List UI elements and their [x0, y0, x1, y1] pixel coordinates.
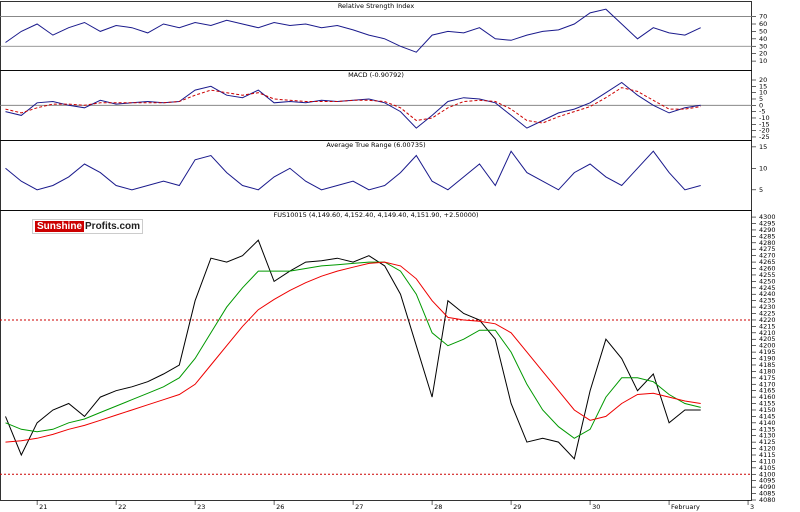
y-tick-label: -20 [759, 127, 770, 135]
y-tick-label: 4230 [759, 303, 776, 311]
x-tick-label: 29 [513, 503, 521, 511]
y-tick-label: 5 [759, 186, 763, 194]
y-tick-label: 5 [759, 95, 763, 103]
series-line [5, 81, 701, 129]
series-line [5, 8, 701, 53]
y-tick-label: 4200 [759, 342, 776, 350]
x-tick-label: 21 [39, 503, 47, 511]
panel-frame [0, 210, 752, 501]
x-tick-label: 30 [592, 503, 600, 511]
y-tick-label: 4250 [759, 277, 776, 285]
y-tick-label: 4280 [759, 239, 776, 247]
y-tick-label: 4260 [759, 265, 776, 273]
y-tick-label: 4210 [759, 329, 776, 337]
y-tick-label: 4095 [759, 477, 776, 485]
y-tick-label: 4195 [759, 348, 776, 356]
y-tick-label: 30 [759, 42, 767, 50]
y-tick-label: 4175 [759, 374, 776, 382]
y-tick-label: -15 [759, 120, 770, 128]
y-tick-label: 4165 [759, 387, 776, 395]
series-line [5, 261, 701, 443]
x-tick-label: 22 [118, 503, 126, 511]
y-tick-label: 4115 [759, 451, 776, 459]
y-tick-label: 4180 [759, 367, 776, 375]
logo-sunshine: Sunshine [35, 221, 85, 232]
x-tick-label: 28 [434, 503, 442, 511]
y-tick-label: 60 [759, 20, 767, 28]
y-tick-label: 4140 [759, 419, 776, 427]
y-tick-label: 4170 [759, 380, 776, 388]
y-tick-label: 4105 [759, 464, 776, 472]
y-tick-label: 4295 [759, 220, 776, 228]
y-tick-label: 4160 [759, 393, 776, 401]
y-tick-label: 4185 [759, 361, 776, 369]
y-tick-label: -5 [759, 108, 765, 116]
y-tick-label: 4220 [759, 316, 776, 324]
panel-title: Average True Range (6.00735) [326, 141, 425, 149]
y-tick-label: 4265 [759, 258, 776, 266]
y-tick-label: 4235 [759, 297, 776, 305]
series-line [5, 261, 701, 439]
y-tick-label: 4290 [759, 226, 776, 234]
y-tick-label: 40 [759, 35, 767, 43]
x-tick-label: 3 [750, 503, 754, 511]
series-line [5, 150, 701, 191]
panel-title: MACD (-0.90792) [348, 71, 404, 79]
y-tick-label: 70 [759, 13, 767, 21]
y-tick-label: 4130 [759, 432, 776, 440]
y-tick-label: 4205 [759, 335, 776, 343]
panel-title: Relative Strength Index [338, 2, 415, 10]
panel-frame [0, 1, 752, 71]
y-tick-label: 10 [759, 57, 767, 65]
y-tick-label: 0 [759, 101, 763, 109]
x-tick-label: February [671, 503, 700, 511]
y-tick-label: 4090 [759, 483, 776, 491]
y-tick-label: 20 [759, 76, 767, 84]
y-tick-label: 4275 [759, 245, 776, 253]
y-tick-label: -10 [759, 114, 770, 122]
y-tick-label: 4150 [759, 406, 776, 414]
y-tick-label: 4120 [759, 445, 776, 453]
y-tick-label: 4155 [759, 400, 776, 408]
y-tick-label: 4085 [759, 490, 776, 498]
x-tick-label: 27 [355, 503, 363, 511]
y-tick-label: 4240 [759, 290, 776, 298]
y-tick-label: 4190 [759, 355, 776, 363]
y-tick-label: 4125 [759, 438, 776, 446]
y-tick-label: 4285 [759, 232, 776, 240]
panel-title: FUS10015 (4,149.60, 4,152.40, 4,149.40, … [273, 211, 478, 219]
x-tick-label: 26 [276, 503, 284, 511]
y-tick-label: 20 [759, 50, 767, 58]
y-tick-label: 4245 [759, 284, 776, 292]
y-tick-label: 4255 [759, 271, 776, 279]
y-tick-label: 4110 [759, 457, 776, 465]
y-tick-label: 4215 [759, 322, 776, 330]
y-tick-label: 4300 [759, 213, 776, 221]
y-tick-label: 4100 [759, 470, 776, 478]
x-tick-label: 23 [197, 503, 205, 511]
panel-frame [0, 140, 752, 211]
y-tick-label: 4270 [759, 252, 776, 260]
y-tick-label: 50 [759, 27, 767, 35]
logo-profits: Profits.com [85, 221, 141, 232]
y-tick-label: -25 [759, 133, 770, 141]
series-line [5, 87, 701, 124]
y-tick-label: 15 [759, 82, 767, 90]
y-tick-label: 10 [759, 89, 767, 97]
logo: Sunshine Profits.com [32, 219, 144, 234]
series-line [5, 239, 701, 460]
y-tick-label: 4225 [759, 310, 776, 318]
y-tick-label: 4135 [759, 425, 776, 433]
y-tick-label: 15 [759, 143, 767, 151]
y-tick-label: 4080 [759, 496, 776, 504]
y-tick-label: 4145 [759, 412, 776, 420]
y-tick-label: 10 [759, 164, 767, 172]
